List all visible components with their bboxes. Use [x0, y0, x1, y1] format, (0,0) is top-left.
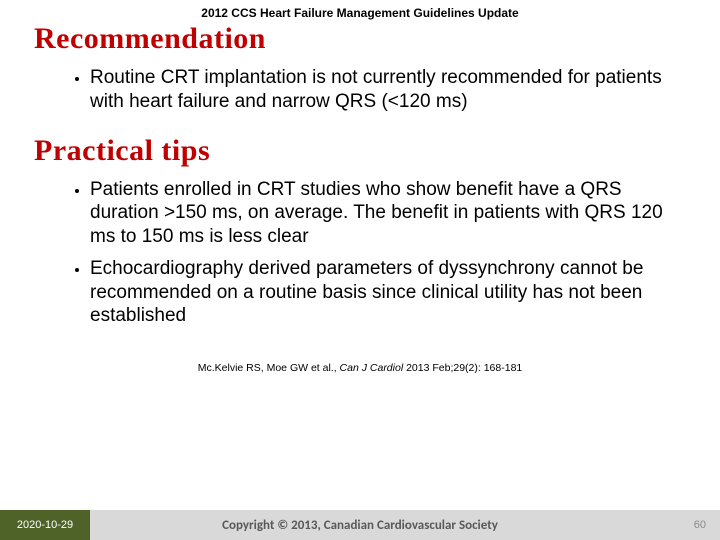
footer-date: 2020-10-29: [0, 510, 90, 540]
practical-tip-bullet: Patients enrolled in CRT studies who sho…: [90, 178, 670, 249]
citation: Mc.Kelvie RS, Moe GW et al., Can J Cardi…: [0, 346, 720, 378]
footer-bar: 2020-10-29 Copyright © 2013, Canadian Ca…: [0, 510, 720, 540]
citation-journal: Can J Cardiol: [340, 362, 407, 374]
practical-tips-list: Patients enrolled in CRT studies who sho…: [0, 174, 720, 347]
section-title-practical-tips: Practical tips: [0, 132, 720, 174]
recommendation-bullet: Routine CRT implantation is not currentl…: [90, 66, 670, 114]
citation-authors: Mc.Kelvie RS, Moe GW et al.,: [198, 362, 340, 374]
footer-copyright: Copyright © 2013, Canadian Cardiovascula…: [0, 518, 720, 533]
footer-page-number: 60: [694, 519, 706, 531]
slide-header: 2012 CCS Heart Failure Management Guidel…: [0, 0, 720, 20]
recommendation-list: Routine CRT implantation is not currentl…: [0, 62, 720, 132]
practical-tip-bullet: Echocardiography derived parameters of d…: [90, 257, 670, 328]
section-title-recommendation: Recommendation: [0, 20, 720, 62]
citation-rest: 2013 Feb;29(2): 168-181: [406, 362, 522, 374]
